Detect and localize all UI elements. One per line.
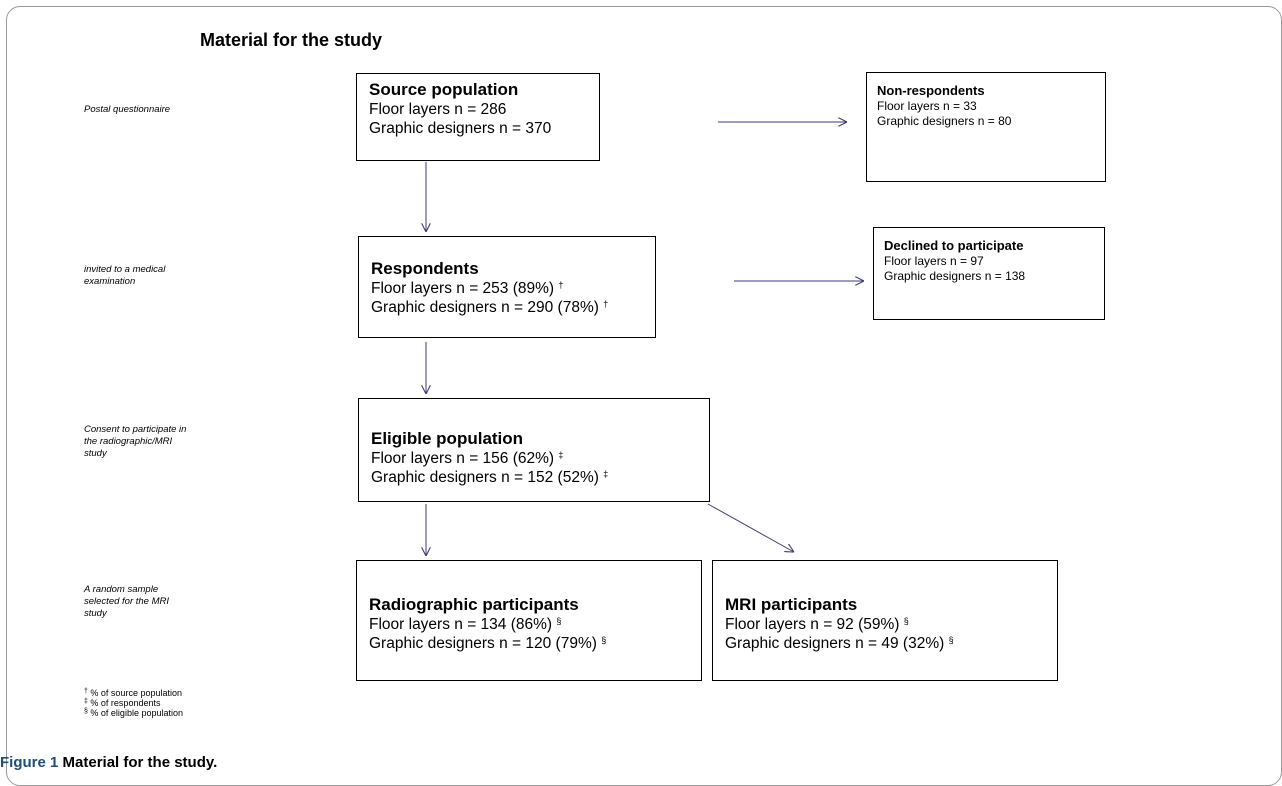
box-declined: Declined to participate Floor layers n =…	[873, 227, 1105, 320]
box-heading: Non-respondents	[877, 83, 985, 98]
caption-text: Material for the study.	[62, 754, 218, 771]
box-respondents: Respondents Floor layers n = 253 (89%) †…	[358, 236, 656, 338]
figure-caption: Figure 1 Material for the study.	[0, 754, 217, 771]
footnote-mark: ‡	[558, 450, 564, 460]
footnote-mark: †	[603, 299, 609, 309]
box-line: Graphic designers n = 80	[877, 114, 1012, 128]
box-line: Floor layers n = 156 (62%) ‡	[371, 450, 564, 467]
box-line: Graphic designers n = 290 (78%) †	[371, 299, 609, 316]
box-heading: Respondents	[371, 259, 479, 278]
side-label-consent: Consent to participate in the radiograph…	[84, 424, 187, 459]
box-line: Floor layers n = 92 (59%) §	[725, 616, 909, 633]
box-line: Graphic designers n = 49 (32%) §	[725, 635, 954, 652]
box-eligible-population: Eligible population Floor layers n = 156…	[358, 398, 710, 502]
footnote-mark: §	[903, 616, 909, 626]
footnote-mark: §	[556, 616, 562, 626]
side-label-postal: Postal questionnaire	[84, 104, 171, 115]
box-line: Floor layers n = 33	[877, 99, 977, 113]
box-radiographic-participants: Radiographic participants Floor layers n…	[356, 560, 702, 681]
diagram-title: Material for the study	[200, 30, 383, 50]
box-heading: Eligible population	[371, 429, 524, 448]
footnotes: † % of source population ‡ % of responde…	[84, 688, 183, 718]
box-heading: MRI participants	[725, 595, 858, 614]
side-label-random: A random sample selected for the MRI stu…	[84, 584, 170, 619]
box-line: Graphic designers n = 120 (79%) §	[369, 635, 607, 652]
footnote-mark: †	[558, 280, 564, 290]
footnote-item: § % of eligible population	[84, 708, 183, 718]
box-heading: Radiographic participants	[369, 595, 579, 614]
footnote-item: ‡ % of respondents	[84, 698, 161, 708]
footnote-mark: ‡	[603, 469, 609, 479]
box-line: Graphic designers n = 152 (52%) ‡	[371, 469, 609, 486]
box-line: Graphic designers n = 138	[884, 269, 1026, 283]
box-source-population: Source population Floor layers n = 286 G…	[356, 73, 600, 161]
box-line: Floor layers n = 134 (86%) §	[369, 616, 562, 633]
arrow-eligible-to-mri	[707, 503, 794, 552]
side-label-invited: invited to a medical examination	[84, 264, 166, 287]
box-mri-participants: MRI participants Floor layers n = 92 (59…	[712, 560, 1058, 681]
box-line: Graphic designers n = 370	[369, 120, 552, 137]
footnote-mark: §	[601, 635, 607, 645]
box-line: Floor layers n = 97	[884, 254, 984, 268]
box-non-respondents: Non-respondents Floor layers n = 33 Grap…	[866, 72, 1106, 182]
box-line: Floor layers n = 286	[369, 101, 507, 118]
box-line: Floor layers n = 253 (89%) †	[371, 280, 564, 297]
footnote-mark: §	[948, 635, 954, 645]
footnote-item: † % of source population	[84, 688, 182, 698]
caption-figure-number: Figure 1	[0, 754, 59, 771]
box-heading: Source population	[369, 80, 519, 99]
box-heading: Declined to participate	[884, 238, 1024, 253]
